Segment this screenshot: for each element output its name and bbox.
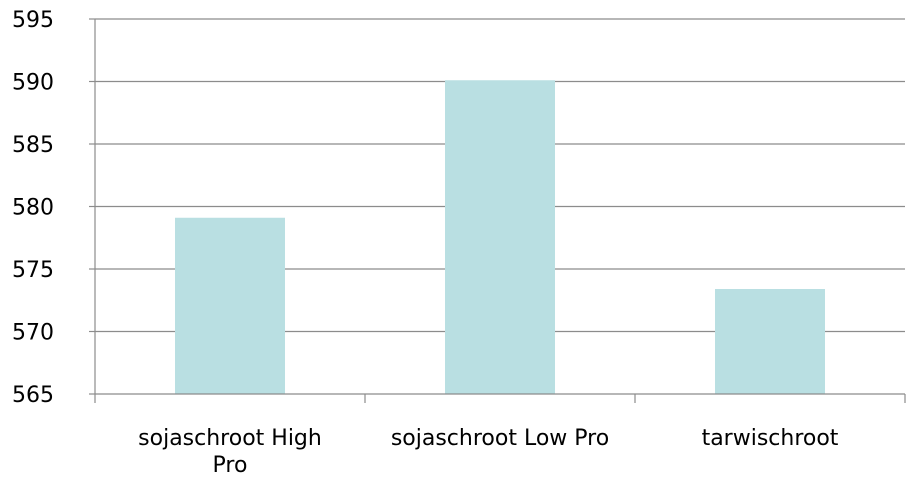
y-tick-label: 590 [12, 71, 54, 96]
y-tick-label: 585 [12, 133, 54, 158]
x-tick-labels: sojaschroot High Pro sojaschroot Low Pro ta… [138, 426, 839, 478]
y-tick-label: 575 [12, 258, 54, 283]
x-category-label-line: sojaschroot High [138, 426, 322, 451]
x-category-label: sojaschroot High Pro [138, 426, 322, 478]
x-category-label-line: Pro [213, 453, 248, 478]
y-tick-labels: 565 570 575 580 585 590 595 [12, 8, 54, 408]
x-category-label-line: tarwischroot [702, 426, 839, 451]
y-tick-label: 565 [12, 383, 54, 408]
bars [175, 80, 825, 394]
y-tick-label: 580 [12, 196, 54, 221]
bar [445, 80, 555, 394]
bar [715, 289, 825, 394]
x-category-label: sojaschroot Low Pro [391, 426, 609, 451]
y-tick-label: 595 [12, 8, 54, 33]
x-category-label-line: sojaschroot Low Pro [391, 426, 609, 451]
axes [89, 18, 906, 403]
y-tick-label: 570 [12, 321, 54, 346]
x-category-label: tarwischroot [702, 426, 839, 451]
bar [175, 217, 285, 394]
